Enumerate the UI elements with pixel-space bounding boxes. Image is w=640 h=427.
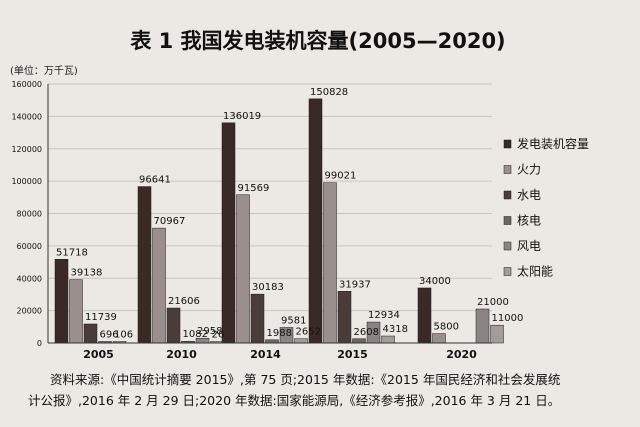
legend-label: 水电: [517, 188, 541, 202]
unit-label: (单位：万千瓦): [10, 64, 78, 77]
y-tick-label: 60000: [17, 242, 42, 251]
data-label: 136019: [223, 111, 261, 122]
data-label: 51718: [56, 247, 88, 258]
legend-label: 火力: [517, 163, 541, 177]
x-category-label: 2020: [446, 348, 477, 361]
data-label: 696: [100, 330, 119, 341]
data-label: 21000: [477, 297, 509, 308]
chart-title: 表 1 我国发电装机容量(2005—2020): [130, 29, 505, 53]
bar: [323, 182, 337, 344]
x-category-label: 2010: [166, 348, 197, 361]
bar: [152, 227, 166, 344]
bar: [236, 194, 250, 344]
y-tick-label: 160000: [11, 80, 42, 89]
y-tick-label: 140000: [11, 112, 42, 121]
legend-swatch: [503, 241, 512, 251]
y-tick-label: 40000: [17, 274, 42, 283]
y-tick-label: 120000: [11, 145, 42, 154]
data-label: 9581: [281, 315, 306, 326]
data-label: 1082: [183, 329, 208, 340]
legend-label: 风电: [517, 239, 541, 253]
data-label: 34000: [419, 276, 451, 287]
bar: [352, 338, 366, 344]
legend-swatch: [503, 190, 512, 200]
data-label: 96641: [139, 175, 171, 186]
bar: [432, 333, 446, 344]
bar: [294, 338, 308, 344]
bar: [137, 186, 152, 344]
data-label: 11739: [85, 312, 117, 323]
data-label: 21606: [168, 296, 200, 307]
bar: [250, 293, 265, 344]
source-note-line-2: 计公报》,2016 年 2 月 29 日;2020 年数据:国家能源局,《经济参…: [28, 393, 560, 408]
data-label: 4318: [383, 324, 408, 335]
bar: [381, 335, 395, 344]
bar: [490, 324, 504, 344]
data-label: 2652: [296, 327, 321, 338]
data-label: 39138: [71, 268, 103, 279]
x-category-label: 2014: [250, 348, 281, 361]
x-category-label: 2005: [83, 348, 114, 361]
x-axis-categories: 2005 2010 2014 2015 2020: [83, 348, 477, 361]
y-tick-label: 100000: [11, 177, 42, 186]
legend-label: 发电装机容量: [517, 136, 589, 151]
data-label: 70967: [154, 216, 186, 227]
y-tick-label: 80000: [17, 210, 42, 219]
grid-lines: [48, 83, 492, 344]
legend-label: 太阳能: [517, 264, 553, 279]
bar: [166, 307, 181, 344]
data-label: 26: [212, 330, 225, 341]
source-note-line-1: 资料来源:《中国统计摘要 2015》,第 75 页;2015 年数据:《2015…: [50, 372, 560, 387]
bar: [69, 279, 83, 344]
bar: [83, 323, 98, 344]
legend-swatch: [503, 216, 512, 225]
legend-swatch: [503, 165, 512, 174]
bar: [417, 287, 432, 344]
bar: [308, 98, 323, 344]
data-label: 12934: [368, 310, 400, 321]
legend-swatch: [503, 139, 512, 149]
bar: [337, 291, 352, 344]
data-label: 91569: [238, 183, 270, 194]
y-tick-label: 20000: [17, 307, 42, 316]
legend-label: 核电: [517, 214, 541, 228]
data-label: 2958: [197, 326, 222, 337]
data-label: 1988: [267, 328, 292, 339]
data-label: 150828: [310, 87, 348, 98]
data-label: 5800: [434, 322, 459, 333]
x-category-label: 2015: [337, 348, 368, 361]
bar: [475, 308, 490, 344]
y-tick-label: 0: [37, 339, 42, 348]
data-label: 30183: [252, 282, 284, 293]
data-label: 11000: [492, 313, 524, 324]
data-label: 2608: [354, 327, 379, 338]
bars: [54, 98, 504, 344]
data-label: 99021: [325, 171, 357, 182]
bar: [221, 122, 236, 344]
bar: [54, 259, 69, 344]
y-axis-ticks: 0 20000 40000 60000 80000 100000 120000 140000 1…: [11, 80, 42, 348]
legend-swatch: [503, 267, 512, 276]
data-label: 106: [114, 330, 133, 341]
data-label: 31937: [339, 279, 371, 290]
